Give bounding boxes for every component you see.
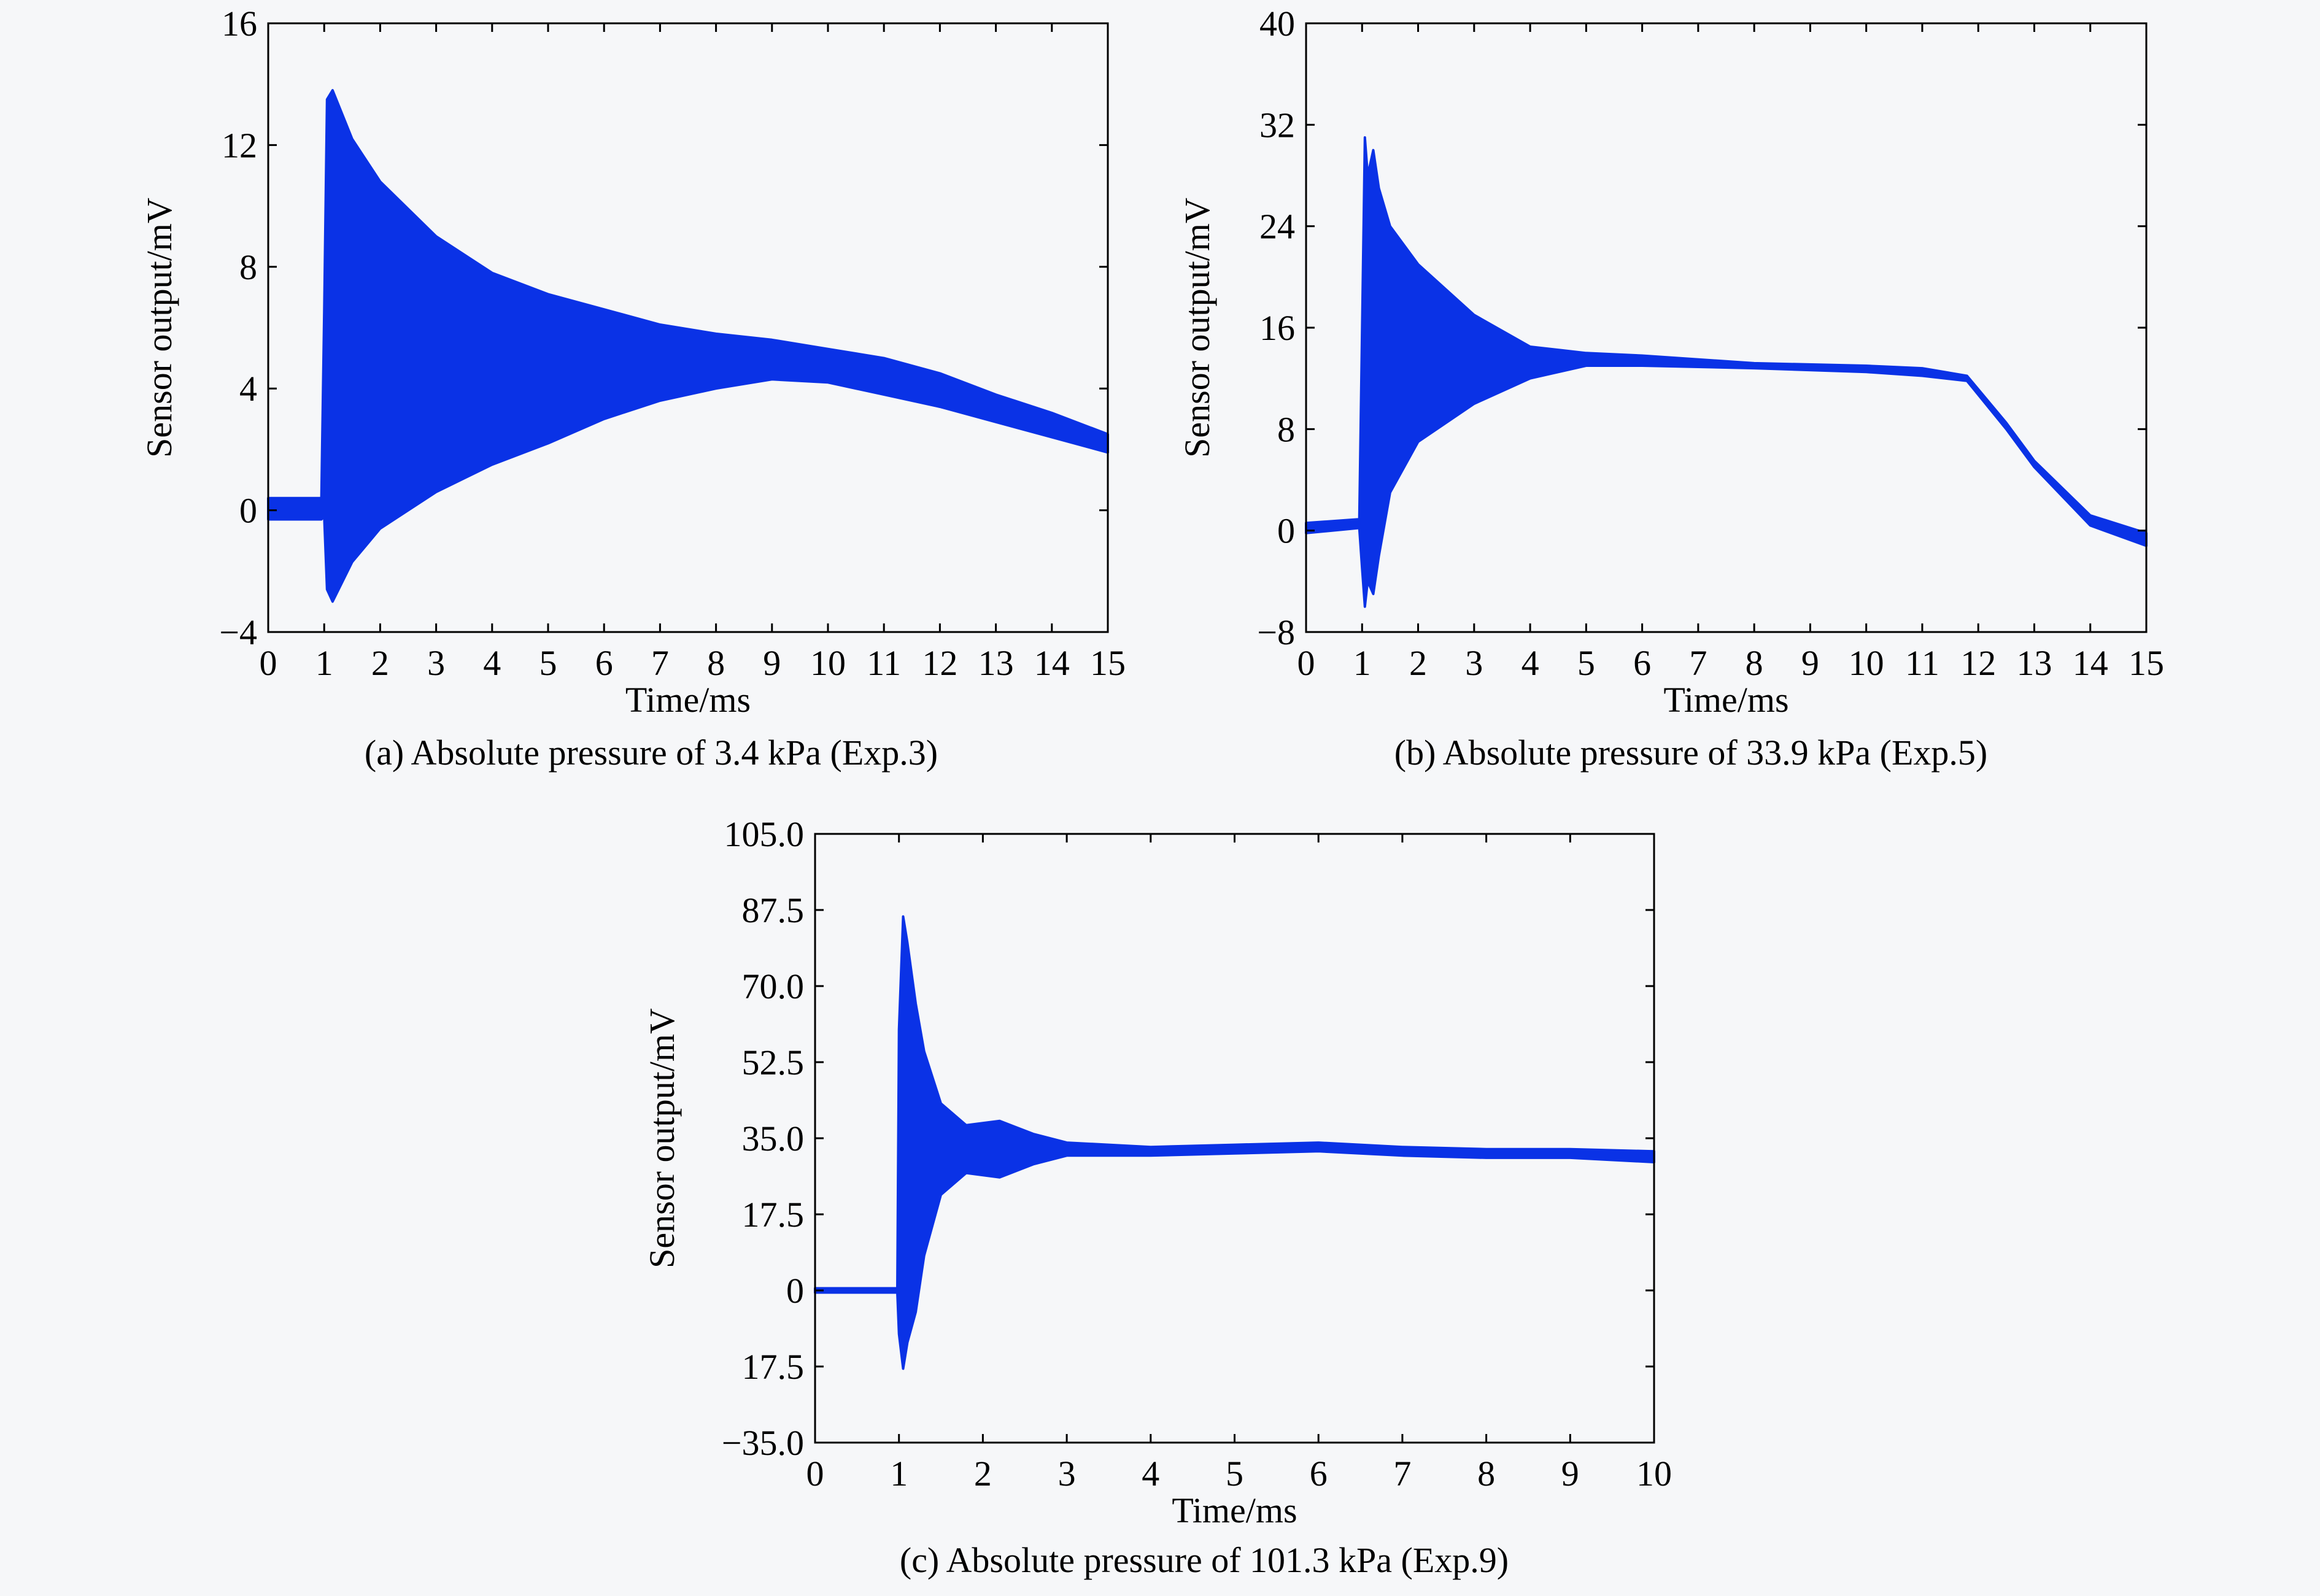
- x-tick-label-a: 3: [427, 643, 445, 683]
- x-tick-label-b: 13: [2016, 643, 2052, 683]
- x-tick-label-a: 14: [1034, 643, 1070, 683]
- x-tick-label-c: 5: [1226, 1454, 1243, 1494]
- x-tick-label-a: 2: [371, 643, 389, 683]
- y-tick-label-c: 52.5: [742, 1043, 805, 1082]
- x-tick-label-a: 4: [483, 643, 501, 683]
- x-tick-label-b: 0: [1297, 643, 1315, 683]
- x-tick-label-a: 15: [1090, 643, 1126, 683]
- x-tick-label-c: 1: [890, 1454, 908, 1494]
- x-tick-label-b: 3: [1465, 643, 1483, 683]
- x-tick-label-a: 8: [707, 643, 725, 683]
- y-tick-label-c: 0: [786, 1271, 804, 1311]
- x-tick-label-b: 6: [1633, 643, 1651, 683]
- x-tick-label-b: 9: [1801, 643, 1819, 683]
- x-tick-label-b: 11: [1905, 643, 1939, 683]
- x-tick-label-c: 2: [974, 1454, 992, 1494]
- y-tick-label-b: −8: [1257, 612, 1295, 652]
- x-tick-label-c: 3: [1058, 1454, 1076, 1494]
- x-tick-label-a: 7: [651, 643, 669, 683]
- x-tick-label-a: 10: [810, 643, 846, 683]
- y-tick-label-b: 24: [1259, 207, 1295, 247]
- x-tick-label-a: 13: [978, 643, 1014, 683]
- x-axis-title-c: Time/ms: [1172, 1490, 1297, 1530]
- x-tick-label-c: 4: [1142, 1454, 1159, 1494]
- signal-envelope-c: [814, 915, 1655, 1370]
- y-tick-label-c: 35.0: [742, 1119, 805, 1158]
- x-tick-label-b: 7: [1689, 643, 1707, 683]
- chart-panel-b: 0 1 2 3 4 5 6 7 8 9 10 11 12 13 14 15−80816243240Time/m…: [1177, 4, 2164, 773]
- signal-envelope-a: [267, 89, 1109, 603]
- y-tick-label-a: 12: [222, 125, 257, 165]
- x-tick-label-b: 8: [1746, 643, 1763, 683]
- x-tick-label-c: 9: [1561, 1454, 1579, 1494]
- y-tick-label-c: 105.0: [724, 814, 805, 854]
- x-tick-label-c: 6: [1310, 1454, 1328, 1494]
- x-axis-title-a: Time/ms: [625, 680, 751, 720]
- y-tick-label-c: 87.5: [742, 890, 805, 930]
- x-tick-label-c: 7: [1393, 1454, 1411, 1494]
- y-tick-label-a: 8: [239, 247, 257, 287]
- x-tick-label-c: 0: [806, 1454, 824, 1494]
- y-axis-title-b: Sensor output/mV: [1177, 198, 1217, 458]
- x-tick-label-a: 9: [763, 643, 781, 683]
- caption-c: (c) Absolute pressure of 101.3 kPa (Exp.…: [900, 1540, 1509, 1580]
- y-tick-label-a: −4: [219, 612, 257, 652]
- y-tick-label-c: 17.5: [742, 1195, 805, 1235]
- y-tick-label-b: 0: [1277, 511, 1295, 551]
- y-tick-label-b: 16: [1259, 308, 1295, 348]
- x-tick-label-a: 11: [867, 643, 901, 683]
- plot-frame-a: [267, 22, 1109, 633]
- x-tick-label-a: 12: [922, 643, 957, 683]
- x-tick-label-a: 0: [260, 643, 277, 683]
- x-tick-label-b: 15: [2129, 643, 2164, 683]
- y-tick-label-b: 8: [1277, 409, 1295, 449]
- y-tick-label-c: −35.0: [722, 1423, 804, 1463]
- y-tick-label-a: 16: [222, 4, 257, 44]
- caption-b: (b) Absolute pressure of 33.9 kPa (Exp.5…: [1394, 733, 1988, 773]
- signal-envelope-b: [1305, 136, 2148, 608]
- x-tick-label-b: 14: [2073, 643, 2108, 683]
- chart-panel-c: 0 1 2 3 4 5 6 7 8 9 10 −35.0 17.5 0 17.5 35.0 52.5 70.0 87…: [642, 814, 1672, 1580]
- x-axis-title-b: Time/ms: [1663, 680, 1788, 720]
- y-axis-title-a: Sensor output/mV: [139, 198, 179, 458]
- x-tick-label-b: 12: [1960, 643, 1996, 683]
- y-tick-label-b: 40: [1259, 4, 1295, 44]
- x-tick-label-b: 4: [1522, 643, 1539, 683]
- x-tick-label-a: 6: [595, 643, 613, 683]
- y-tick-label-a: 0: [239, 491, 257, 531]
- y-tick-label-c: 70.0: [742, 966, 805, 1006]
- caption-a: (a) Absolute pressure of 3.4 kPa (Exp.3): [365, 733, 938, 773]
- chart-panel-a: 0 1 2 3 4 5 6 7 8 9 10 11 12 13 14 15−40481216Time/msSe…: [139, 4, 1126, 773]
- x-tick-label-b: 5: [1577, 643, 1595, 683]
- x-tick-label-b: 1: [1353, 643, 1371, 683]
- x-tick-label-c: 10: [1636, 1454, 1672, 1494]
- y-tick-label-a: 4: [239, 369, 257, 409]
- x-tick-label-c: 8: [1477, 1454, 1495, 1494]
- y-tick-label-b: 32: [1259, 105, 1295, 145]
- x-tick-label-a: 5: [539, 643, 557, 683]
- y-axis-title-c: Sensor output/mV: [642, 1008, 682, 1268]
- y-tick-label-c: 17.5: [742, 1347, 805, 1387]
- x-tick-label-b: 2: [1409, 643, 1427, 683]
- x-tick-label-a: 1: [315, 643, 333, 683]
- x-tick-label-b: 10: [1849, 643, 1884, 683]
